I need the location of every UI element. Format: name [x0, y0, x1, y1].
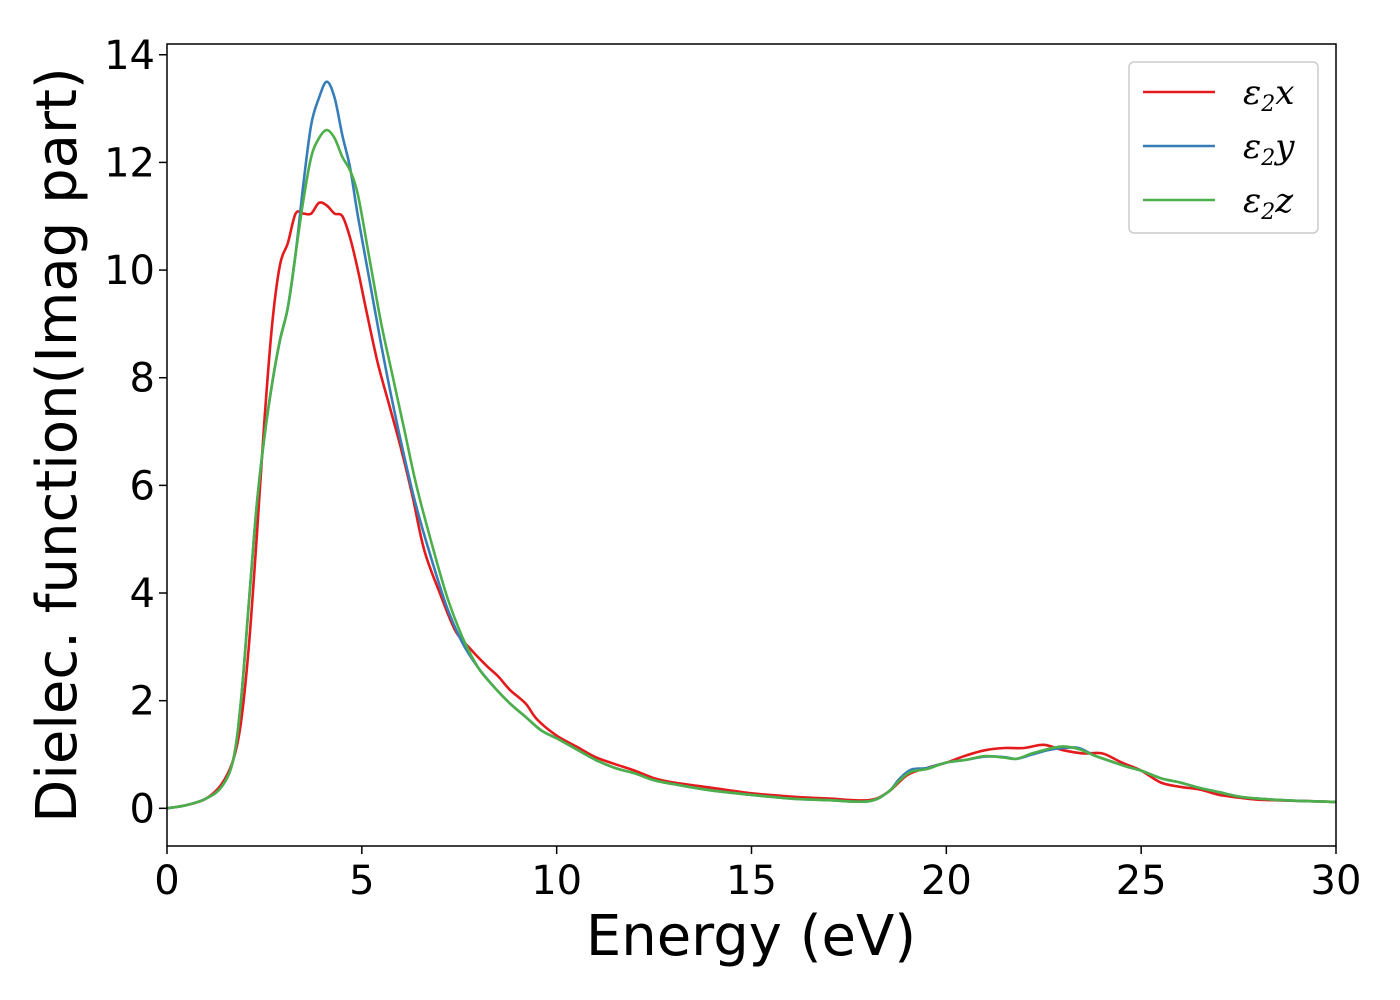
- x-tick-label: 10: [531, 858, 582, 904]
- x-axis: 0 5 10 15 20 25 30: [154, 846, 1361, 904]
- x-tick-label: 25: [1116, 858, 1167, 904]
- series-line-x: [167, 201, 1336, 810]
- y-tick-label: 0: [130, 786, 155, 832]
- y-tick-label: 8: [130, 356, 155, 402]
- x-tick-label: 5: [349, 858, 374, 904]
- y-tick-label: 14: [104, 33, 155, 79]
- series-line-z: [167, 128, 1336, 810]
- legend-label-y: ε2y: [1243, 127, 1295, 171]
- legend-subscript: 2: [1260, 146, 1275, 171]
- series-layer: [167, 80, 1336, 810]
- x-axis-title: Energy (eV): [586, 904, 916, 969]
- x-tick-label: 15: [726, 858, 777, 904]
- y-tick-label: 4: [130, 571, 155, 617]
- y-tick-label: 10: [104, 248, 155, 294]
- y-axis-title: Dielec. function(Imag part): [25, 67, 90, 823]
- y-tick-label: 6: [130, 463, 155, 509]
- legend-symbol: ε: [1243, 73, 1261, 113]
- legend-variable: z: [1274, 181, 1294, 221]
- legend-label-x: ε2x: [1243, 73, 1294, 117]
- legend-subscript: 2: [1260, 92, 1275, 117]
- legend-label-z: ε2z: [1243, 181, 1294, 225]
- y-axis: 0 2 4 6 8 10 12 14: [104, 33, 167, 832]
- x-tick-label: 20: [921, 858, 972, 904]
- x-tick-label: 30: [1311, 858, 1362, 904]
- plot-area: [167, 80, 1336, 810]
- y-tick-label: 12: [104, 140, 155, 186]
- legend-subscript: 2: [1260, 200, 1275, 225]
- legend-box: [1128, 61, 1319, 234]
- legend-symbol: ε: [1243, 127, 1261, 167]
- legend-variable: x: [1275, 73, 1294, 113]
- x-tick-label: 0: [154, 858, 179, 904]
- y-tick-label: 2: [130, 679, 155, 725]
- legend-symbol: ε: [1243, 181, 1261, 221]
- legend-variable: y: [1273, 127, 1295, 167]
